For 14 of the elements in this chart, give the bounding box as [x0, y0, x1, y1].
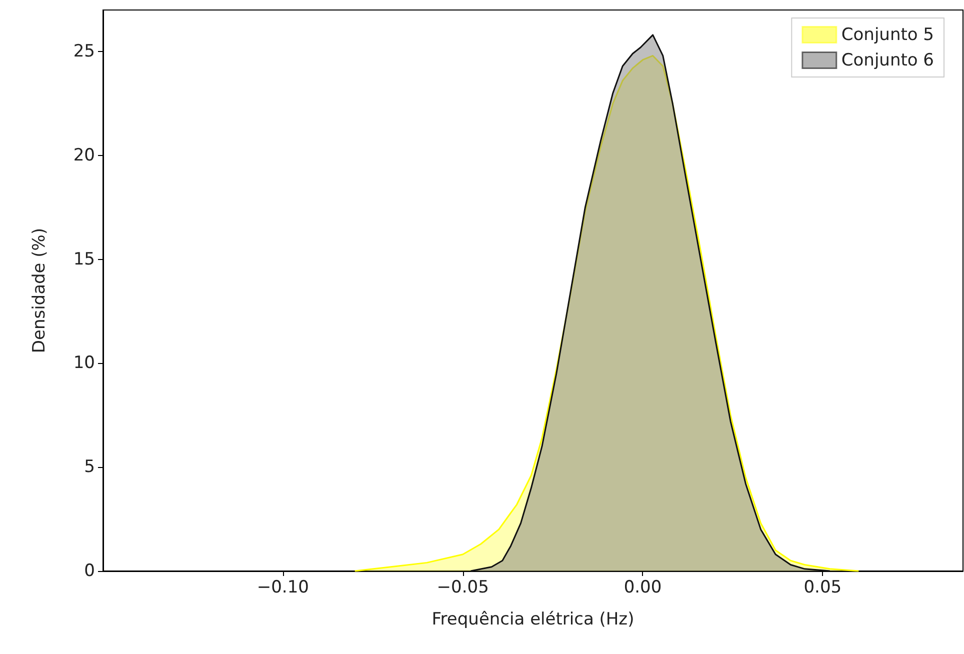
legend-label: Conjunto 5 — [841, 24, 934, 45]
y-tick-label: 5 — [84, 457, 95, 478]
y-tick-label: 20 — [73, 145, 95, 166]
y-tick-label: 25 — [73, 42, 95, 62]
y-axis-title: Densidade (%) — [30, 228, 50, 354]
x-tick-label: −0.10 — [256, 578, 309, 598]
x-tick-label: 0.00 — [624, 578, 662, 598]
y-tick-label: 15 — [73, 249, 95, 270]
x-tick-label: 0.05 — [804, 578, 842, 598]
y-tick-label: 10 — [73, 353, 95, 374]
x-axis-title: Frequência elétrica (Hz) — [432, 610, 634, 630]
x-tick-label: −0.05 — [436, 578, 489, 598]
legend-label: Conjunto 6 — [841, 50, 934, 70]
y-tick-label: 0 — [84, 561, 95, 581]
